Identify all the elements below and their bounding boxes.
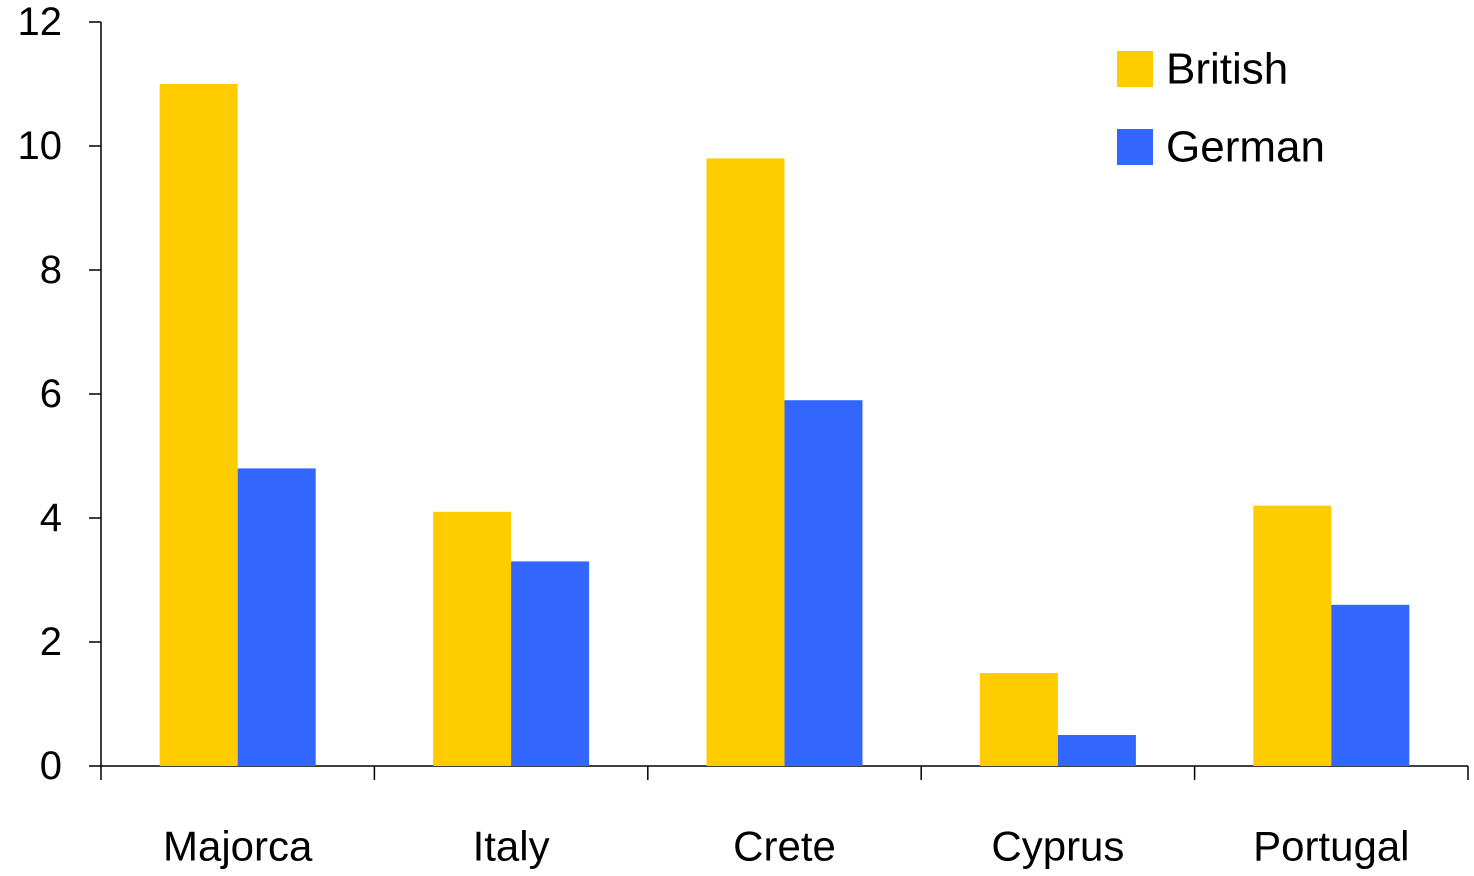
bar-german-italy	[511, 561, 590, 766]
legend-label-british: British	[1166, 45, 1288, 94]
y-tick-label: 4	[40, 496, 62, 540]
y-tick-label: 6	[40, 372, 62, 416]
legend-swatch-german	[1117, 129, 1153, 165]
y-tick-label: 12	[18, 0, 63, 44]
bars	[159, 84, 1410, 766]
x-axis: Majorca Italy Crete Cyprus Portugal	[100, 765, 1469, 870]
x-category-label: Crete	[733, 823, 836, 870]
bar-german-majorca	[237, 468, 316, 766]
x-category-label: Majorca	[163, 823, 313, 870]
x-category-label: Cyprus	[991, 823, 1124, 870]
y-tick-label: 8	[40, 248, 62, 292]
y-tick-label: 10	[18, 124, 63, 168]
y-tick-label: 2	[40, 620, 62, 664]
bar-german-portugal	[1331, 604, 1410, 766]
bar-british-crete	[706, 158, 785, 766]
y-tick-label: 0	[40, 744, 62, 788]
x-category-label: Portugal	[1253, 823, 1409, 870]
bar-german-cyprus	[1057, 735, 1136, 766]
x-category-label: Italy	[473, 823, 550, 870]
legend-swatch-british	[1117, 51, 1153, 87]
bar-british-majorca	[159, 84, 238, 766]
bar-german-crete	[784, 400, 863, 766]
legend-label-german: German	[1166, 123, 1325, 172]
legend: British German	[1117, 45, 1325, 172]
bar-british-italy	[433, 511, 512, 766]
y-axis: 0 2 4 6 8 10 12	[18, 0, 102, 788]
bar-british-portugal	[1253, 505, 1332, 766]
bar-british-cyprus	[979, 673, 1058, 766]
